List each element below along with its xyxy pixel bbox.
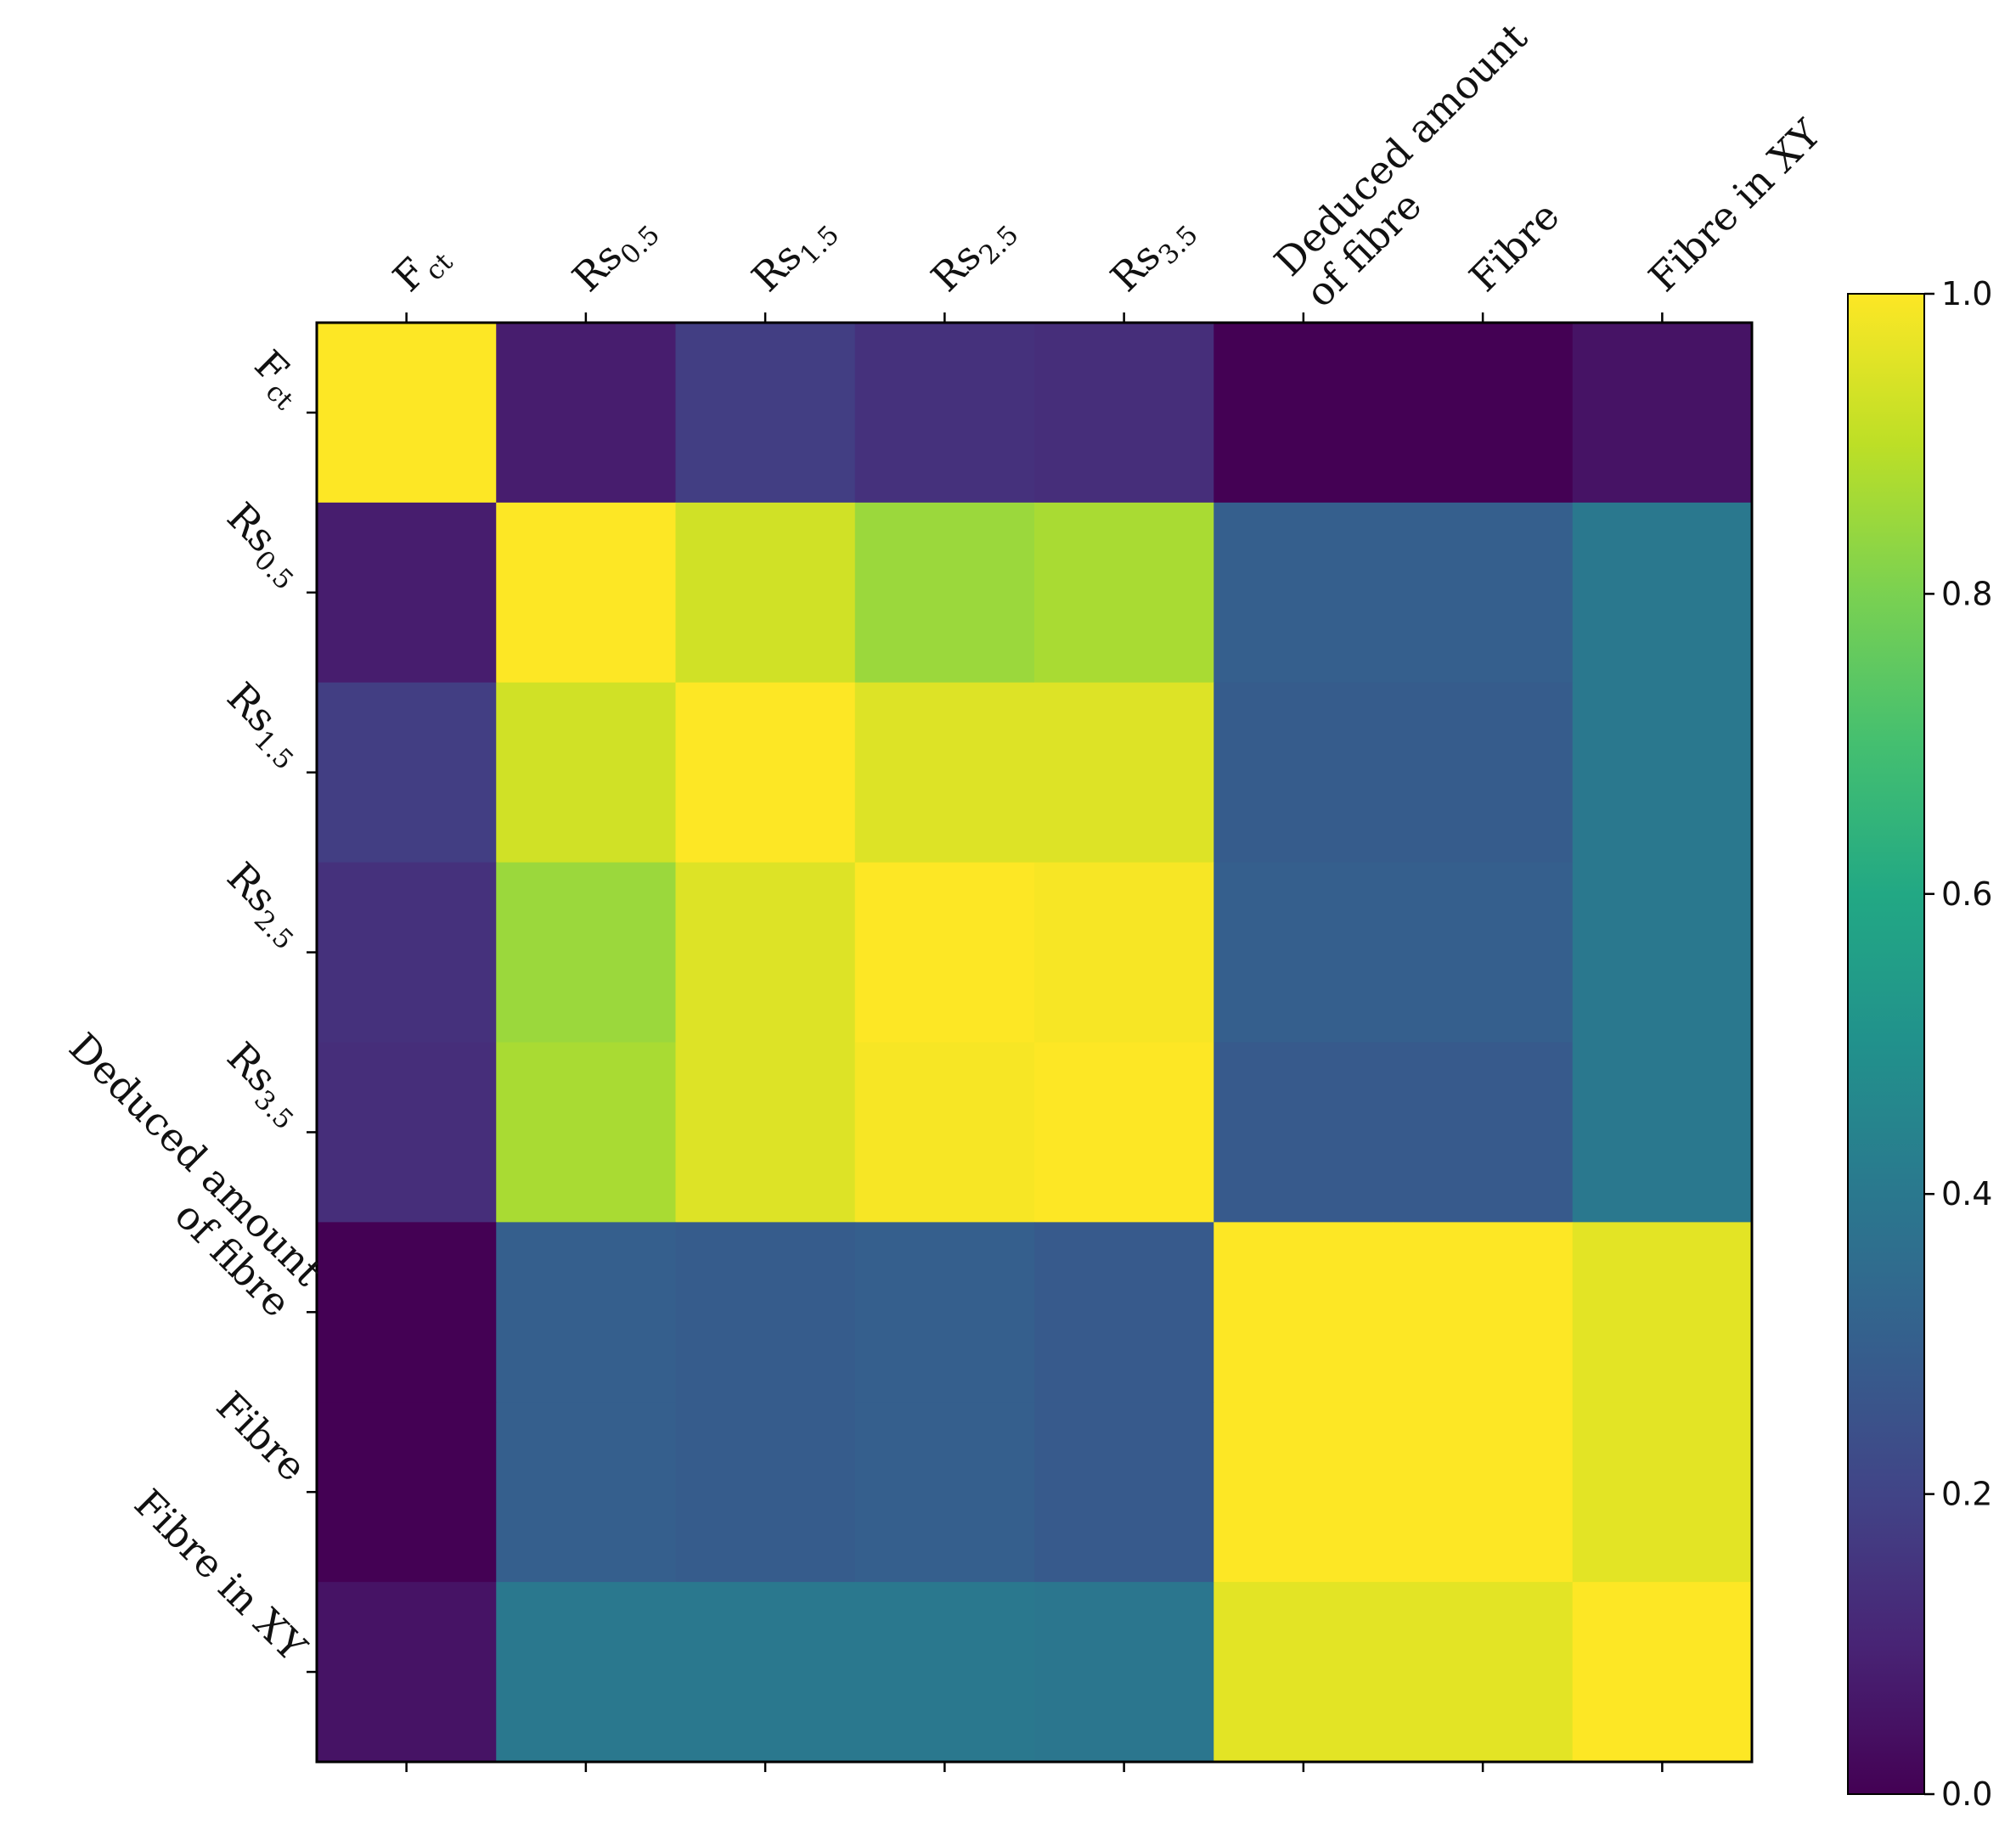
x-tick-label: Fct [384,231,459,307]
x-axis-ticks [405,312,1664,1772]
colorbar-tick-label: 0.4 [1941,1175,1992,1213]
colorbar-tick-label: 0.2 [1941,1476,1992,1513]
heatmap-cell [1572,862,1753,1044]
heatmap-cell [496,502,677,684]
heatmap-cell [854,1222,1035,1403]
heatmap-cell [1393,323,1574,504]
heatmap-cell [317,1222,497,1403]
heatmap-cells [317,323,1753,1763]
x-tick-label: Fibre [1461,193,1568,301]
heatmap-cell [1214,862,1394,1044]
x-tick-label: Rs1.5 [743,204,846,307]
heatmap-cell [1572,1042,1753,1223]
heatmap-cell [496,862,677,1044]
heatmap-cell [1393,682,1574,864]
heatmap-frame [315,321,1754,1764]
heatmap-cell [675,1582,856,1763]
heatmap-cell [1572,1582,1753,1763]
heatmap-cell [317,1042,497,1223]
heatmap-cell [675,1402,856,1583]
heatmap-cell [1393,1402,1574,1583]
heatmap-cell [854,1042,1035,1223]
colorbar-tick-label: 0.0 [1941,1775,1992,1813]
heatmap-cell [854,862,1035,1044]
heatmap-cell [854,1582,1035,1763]
heatmap-cell [1034,502,1214,684]
heatmap-cell [317,323,497,504]
heatmap-cell [1572,1402,1753,1583]
heatmap-cell [675,1042,856,1223]
heatmap-cell [1214,323,1394,504]
x-tick-label: Rs2.5 [922,204,1025,307]
heatmap-cell [1034,862,1214,1044]
heatmap-cell [1393,1042,1574,1223]
heatmap-cell [496,1042,677,1223]
heatmap-cell [1572,323,1753,504]
heatmap-cell [1572,502,1753,684]
heatmap-cell [1393,1222,1574,1403]
heatmap-cell [854,502,1035,684]
heatmap-cell [675,502,856,684]
heatmap-cell [675,682,856,864]
heatmap-cell [496,1582,677,1763]
heatmap-cell [1393,1582,1574,1763]
y-axis-ticks [307,411,317,1674]
heatmap-cell [1393,502,1574,684]
heatmap-cell [1214,1582,1394,1763]
heatmap-cell [1393,862,1574,1044]
heatmap-cell [1034,682,1214,864]
y-tick-label: Fibre in XY [126,1480,316,1670]
heatmap-cell [1034,1222,1214,1403]
x-tick-label: Rs3.5 [1101,204,1204,307]
x-axis-tick-labels: Fct Rs0.5 Rs1.5 Rs2.5 Rs3.5 Deduced amountof … [384,14,1830,316]
heatmap-cell [496,1402,677,1583]
heatmap-cell [1214,1222,1394,1403]
y-tick-label: Fibre [208,1382,316,1490]
heatmap-cell [1034,1042,1214,1223]
heatmap-cell [317,502,497,684]
colorbar-ticks: 0.0 0.2 0.4 0.6 0.8 1.0 [1924,275,1992,1813]
heatmap-cell [1572,1222,1753,1403]
heatmap-cell [1572,682,1753,864]
heatmap-cell [496,1222,677,1403]
heatmap-cell [854,1402,1035,1583]
colorbar-tick-label: 0.8 [1941,575,1992,612]
heatmap-cell [854,682,1035,864]
heatmap-cell [675,1222,856,1403]
y-tick-label: Rs0.5 [213,493,316,596]
heatmap-cell [1214,1402,1394,1583]
heatmap-cell [854,323,1035,504]
heatmap-cell [1214,682,1394,864]
x-tick-label: Rs0.5 [563,204,666,307]
heatmap-cell [496,323,677,504]
heatmap-cell [317,682,497,864]
heatmap-cell [675,862,856,1044]
y-tick-label: Deduced amountof fibre [29,1024,331,1326]
heatmap-cell [1214,1042,1394,1223]
y-tick-label: Rs1.5 [213,673,316,776]
heatmap-cell [1034,1582,1214,1763]
heatmap-cell [1034,323,1214,504]
y-tick-label: Rs3.5 [213,1033,316,1136]
x-tick-label: Fibre in XY [1640,110,1830,301]
heatmap-cell [1034,1402,1214,1583]
heatmap-cell [317,862,497,1044]
colorbar [1847,293,1925,1795]
y-tick-label: Fct [240,341,316,417]
heatmap-cell [1214,502,1394,684]
colorbar-tick-label: 1.0 [1941,275,1992,312]
colorbar-tick-label: 0.6 [1941,875,1992,913]
heatmap-cell [317,1582,497,1763]
heatmap-cell [317,1402,497,1583]
heatmap-cell [675,323,856,504]
heatmap-cell [496,682,677,864]
y-tick-label: Rs2.5 [213,853,316,956]
